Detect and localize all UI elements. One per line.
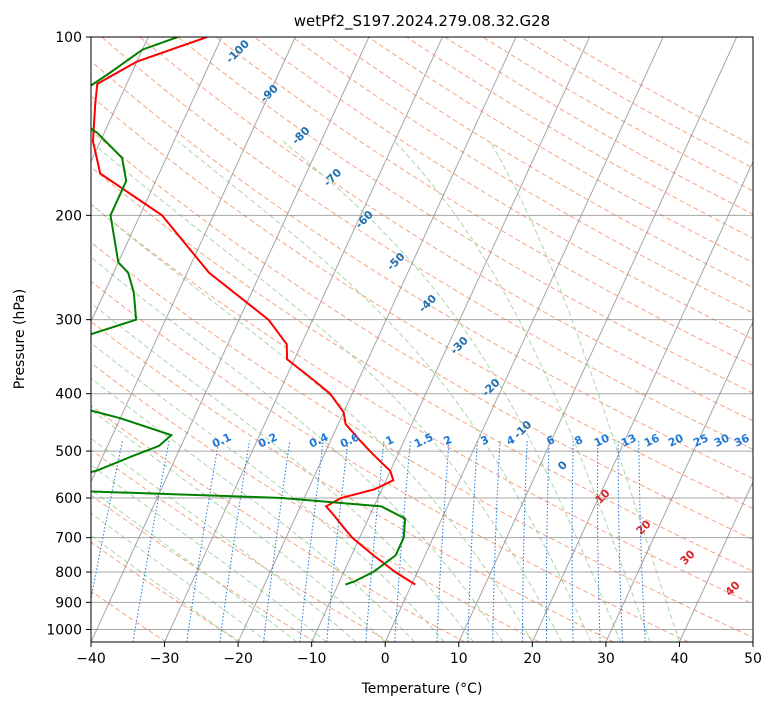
mixing-ratio-label: 36 bbox=[732, 431, 752, 449]
mixing-ratio-line bbox=[263, 440, 291, 642]
y-tick-label: 1000 bbox=[46, 622, 82, 638]
y-axis-label: Pressure (hPa) bbox=[12, 289, 28, 389]
isotherm bbox=[91, 37, 223, 323]
isotherm bbox=[311, 37, 591, 642]
x-tick-label: 20 bbox=[523, 651, 541, 667]
dry-adiabat bbox=[291, 37, 753, 314]
mixing-ratio-line bbox=[545, 440, 550, 642]
mixing-ratio-line bbox=[492, 440, 501, 642]
plot-frame bbox=[90, 36, 754, 643]
chart-title: wetPf2_S197.2024.279.08.32.G28 bbox=[294, 12, 550, 31]
x-tick-label: −30 bbox=[150, 651, 180, 667]
isotherm bbox=[91, 37, 370, 642]
y-tick-label: 300 bbox=[55, 313, 82, 329]
isotherm bbox=[678, 480, 753, 642]
mixing-ratio-label: 25 bbox=[691, 431, 710, 449]
mixing-ratio-label: 20 bbox=[666, 431, 686, 449]
data-lines bbox=[91, 37, 416, 586]
mixing-ratio-line bbox=[326, 440, 349, 642]
dry-adiabat bbox=[91, 494, 316, 642]
y-tick-label: 900 bbox=[55, 595, 82, 611]
dewpoint-line bbox=[91, 37, 407, 586]
dry-adiabat bbox=[91, 320, 614, 642]
mixing-ratio-line bbox=[571, 440, 574, 642]
x-tick-label: 30 bbox=[597, 651, 615, 667]
dry-adiabat bbox=[91, 95, 753, 510]
mixing-ratio-line bbox=[436, 440, 450, 642]
dry-adiabat bbox=[177, 37, 753, 394]
mixing-ratio-label: 30 bbox=[712, 431, 732, 449]
axes: −40 −30 −20 −10 0 10 20 30 40 50 100 200 300 400 500 60… bbox=[46, 30, 762, 667]
isotherm bbox=[531, 160, 753, 642]
mixing-ratio-line bbox=[522, 440, 528, 642]
mixing-ratio-line bbox=[617, 440, 624, 642]
mixing-ratio-label: 10 bbox=[592, 431, 612, 449]
mixing-ratio-line bbox=[219, 440, 250, 642]
dry-adiabat bbox=[91, 166, 753, 572]
dry-adiabat bbox=[101, 37, 753, 450]
mixing-ratio-line bbox=[186, 440, 220, 642]
plot-background bbox=[91, 37, 753, 642]
mixing-ratio-line bbox=[132, 440, 170, 642]
x-tick-label: 40 bbox=[671, 651, 689, 667]
x-axis-label: Temperature (°C) bbox=[361, 681, 483, 697]
isotherm bbox=[752, 640, 753, 642]
dry-adiabat bbox=[91, 241, 753, 639]
y-tick-label: 700 bbox=[55, 531, 82, 547]
y-tick-label: 400 bbox=[55, 387, 82, 403]
dry-adiabat bbox=[91, 130, 753, 541]
dry-adiabat bbox=[139, 37, 753, 422]
dry-adiabat bbox=[91, 280, 689, 642]
isotherm bbox=[164, 37, 443, 642]
x-tick-label: −40 bbox=[76, 651, 106, 667]
dry-adiabat bbox=[91, 449, 391, 642]
mixing-ratio-line bbox=[597, 440, 601, 642]
mixing-ratio-line bbox=[365, 440, 385, 642]
dry-adiabat bbox=[91, 362, 540, 642]
x-tick-label: 50 bbox=[744, 651, 762, 667]
isotherm bbox=[237, 37, 517, 642]
y-tick-label: 500 bbox=[55, 444, 82, 460]
isotherm bbox=[458, 37, 738, 642]
mixing-ratio-label: 16 bbox=[642, 431, 662, 449]
dry-adiabat bbox=[330, 37, 753, 289]
y-tick-label: 100 bbox=[55, 30, 82, 46]
mixing-ratio-line bbox=[299, 440, 324, 642]
mixing-ratio-label: 13 bbox=[619, 431, 638, 449]
mixing-ratio-line bbox=[91, 440, 123, 602]
x-tick-label: 0 bbox=[381, 651, 390, 667]
dry-adiabat bbox=[91, 203, 753, 605]
mixing-ratio-line bbox=[638, 440, 646, 642]
isotherm bbox=[91, 37, 296, 484]
mixing-ratio-line bbox=[467, 440, 478, 642]
y-tick-label: 200 bbox=[55, 208, 82, 224]
x-tick-label: 10 bbox=[450, 651, 468, 667]
isotherm bbox=[0, 37, 1, 642]
dry-adiabat bbox=[91, 590, 167, 642]
x-tick-label: −10 bbox=[297, 651, 327, 667]
temperature-line bbox=[91, 37, 416, 586]
x-tick-label: −20 bbox=[223, 651, 253, 667]
y-tick-label: 800 bbox=[55, 565, 82, 581]
isotherm bbox=[384, 37, 664, 642]
isotherm bbox=[605, 320, 753, 642]
y-tick-label: 600 bbox=[55, 491, 82, 507]
